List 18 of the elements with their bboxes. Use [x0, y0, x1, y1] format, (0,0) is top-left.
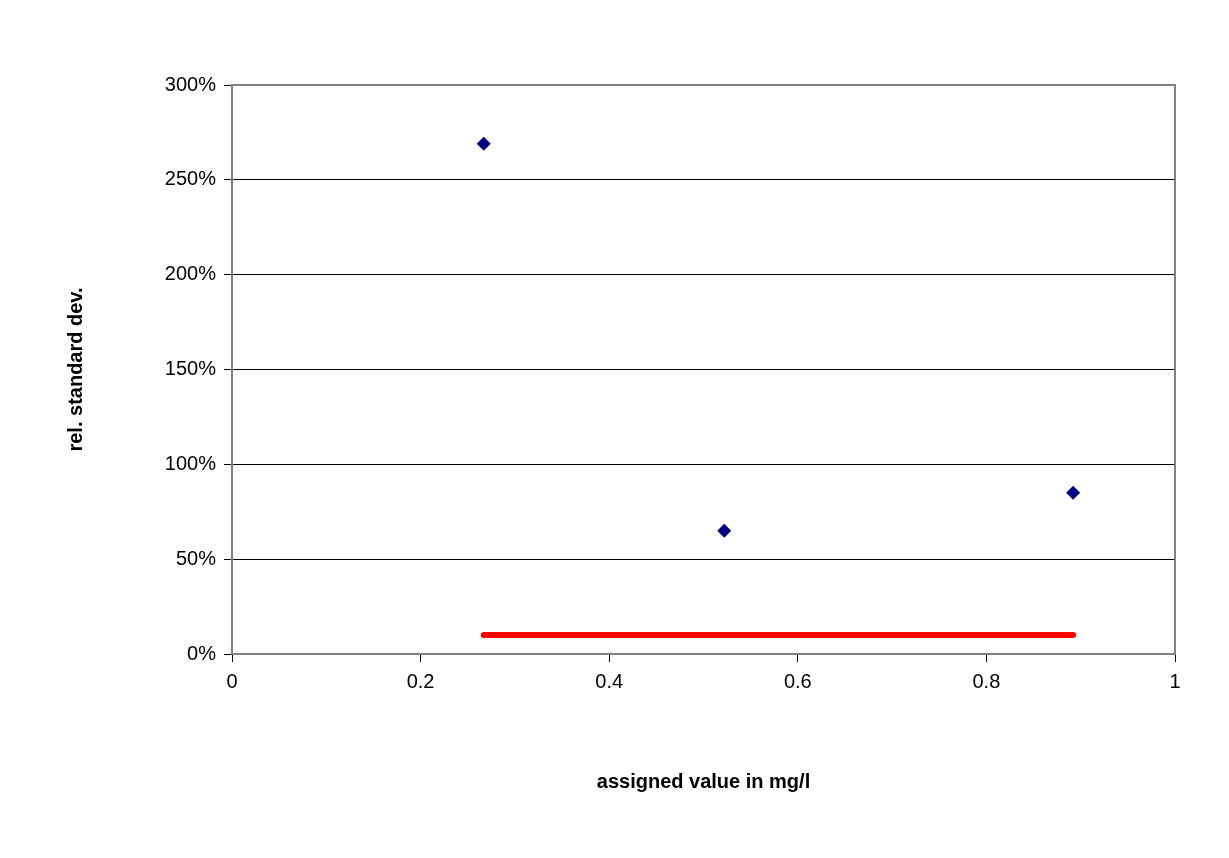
- x-tick-label: 0.6: [783, 669, 812, 692]
- x-axis-title: assigned value in mg/l: [596, 769, 811, 792]
- x-tick-label: 0: [226, 669, 238, 692]
- point: [476, 136, 491, 151]
- point: [1066, 485, 1081, 500]
- y-tick-label: 150%: [164, 357, 217, 380]
- y-tick-label: 200%: [164, 262, 217, 285]
- x-tick-label: 1: [1169, 669, 1181, 692]
- x-tick-label: 0.8: [972, 669, 1001, 692]
- y-tick-label: 50%: [175, 546, 217, 569]
- y-tick-label: 250%: [164, 167, 217, 190]
- y-tick-label: 300%: [164, 72, 217, 95]
- y-tick-label: 100%: [164, 451, 217, 474]
- y-axis-title: rel. standard dev.: [63, 287, 86, 452]
- y-tick-label: 0%: [187, 641, 217, 664]
- x-tick-label: 0.4: [595, 669, 624, 692]
- x-tick-label: 0.2: [406, 669, 435, 692]
- point: [717, 523, 732, 538]
